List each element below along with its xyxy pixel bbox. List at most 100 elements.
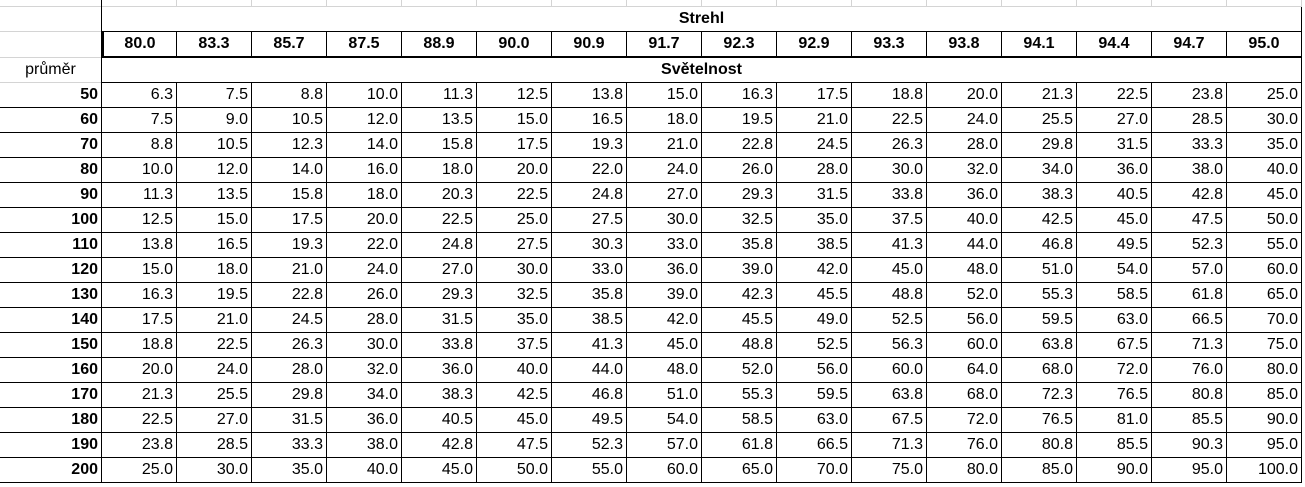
value-cell: 22.5 [402,208,477,233]
value-cell: 49.0 [777,308,852,333]
value-cell: 24.0 [327,258,402,283]
value-cell: 59.5 [1002,308,1077,333]
row-label: 60 [0,108,102,133]
value-cell: 72.0 [927,408,1002,433]
value-cell: 40.0 [1227,158,1302,183]
value-cell: 22.5 [477,183,552,208]
value-cell: 24.0 [177,358,252,383]
value-cell: 25.0 [1227,83,1302,108]
value-cell: 45.0 [1227,183,1302,208]
value-cell: 63.0 [1077,308,1152,333]
row-label: 90 [0,183,102,208]
value-cell: 18.0 [402,158,477,183]
value-cell: 10.0 [102,158,177,183]
value-cell: 56.3 [852,333,927,358]
row-label: 110 [0,233,102,258]
value-cell: 20.3 [402,183,477,208]
row-header-label: průměr [0,58,102,83]
value-cell: 18.0 [327,183,402,208]
value-cell: 27.0 [1077,108,1152,133]
value-cell: 44.0 [552,358,627,383]
value-cell: 45.5 [777,283,852,308]
value-cell: 28.0 [927,133,1002,158]
value-cell: 85.0 [1002,458,1077,483]
row-label: 160 [0,358,102,383]
cell [1077,0,1152,7]
value-cell: 30.0 [477,258,552,283]
cell [477,0,552,7]
value-cell: 68.0 [1002,358,1077,383]
value-cell: 50.0 [1227,208,1302,233]
cell [927,0,1002,7]
value-cell: 24.8 [552,183,627,208]
column-header: 94.7 [1152,32,1227,58]
value-cell: 66.5 [1152,308,1227,333]
row-label: 200 [0,458,102,483]
value-cell: 80.0 [927,458,1002,483]
cell [702,0,777,7]
value-cell: 18.0 [627,108,702,133]
value-cell: 32.0 [327,358,402,383]
value-cell: 28.0 [252,358,327,383]
column-header: 92.3 [702,32,777,58]
value-cell: 9.0 [177,108,252,133]
value-cell: 11.3 [102,183,177,208]
value-cell: 45.0 [627,333,702,358]
value-cell: 100.0 [1227,458,1302,483]
value-cell: 48.8 [852,283,927,308]
value-cell: 55.3 [702,383,777,408]
value-cell: 30.0 [627,208,702,233]
value-cell: 38.3 [1002,183,1077,208]
value-cell: 23.8 [1152,83,1227,108]
value-cell: 11.3 [402,83,477,108]
column-header: 91.7 [627,32,702,58]
value-cell: 76.0 [927,433,1002,458]
value-cell: 30.0 [177,458,252,483]
column-header: 85.7 [252,32,327,58]
value-cell: 90.3 [1152,433,1227,458]
value-cell: 42.8 [402,433,477,458]
title: Strehl [102,7,1302,32]
value-cell: 31.5 [777,183,852,208]
row-label: 120 [0,258,102,283]
value-cell: 28.0 [327,308,402,333]
value-cell: 41.3 [552,333,627,358]
value-cell: 16.5 [552,108,627,133]
value-cell: 22.5 [1077,83,1152,108]
value-cell: 30.3 [552,233,627,258]
cell [1227,0,1302,7]
value-cell: 19.3 [252,233,327,258]
value-cell: 75.0 [1227,333,1302,358]
value-cell: 60.0 [627,458,702,483]
column-header: 90.9 [552,32,627,58]
value-cell: 7.5 [177,83,252,108]
cell [102,0,177,7]
value-cell: 42.5 [1002,208,1077,233]
value-cell: 15.0 [477,108,552,133]
value-cell: 25.0 [102,458,177,483]
value-cell: 10.5 [177,133,252,158]
value-cell: 19.5 [702,108,777,133]
border [101,0,102,483]
value-cell: 46.8 [1002,233,1077,258]
value-cell: 30.0 [852,158,927,183]
value-cell: 50.0 [477,458,552,483]
value-cell: 47.5 [477,433,552,458]
value-cell: 35.0 [777,208,852,233]
value-cell: 22.0 [552,158,627,183]
value-cell: 29.8 [1002,133,1077,158]
value-cell: 36.0 [927,183,1002,208]
row-label: 70 [0,133,102,158]
value-cell: 32.5 [477,283,552,308]
value-cell: 35.8 [702,233,777,258]
value-cell: 41.3 [852,233,927,258]
value-cell: 90.0 [1227,408,1302,433]
value-cell: 44.0 [927,233,1002,258]
value-cell: 39.0 [702,258,777,283]
value-cell: 20.0 [102,358,177,383]
value-cell: 30.0 [1227,108,1302,133]
value-cell: 56.0 [927,308,1002,333]
value-cell: 42.0 [777,258,852,283]
value-cell: 22.5 [852,108,927,133]
cell [1002,0,1077,7]
